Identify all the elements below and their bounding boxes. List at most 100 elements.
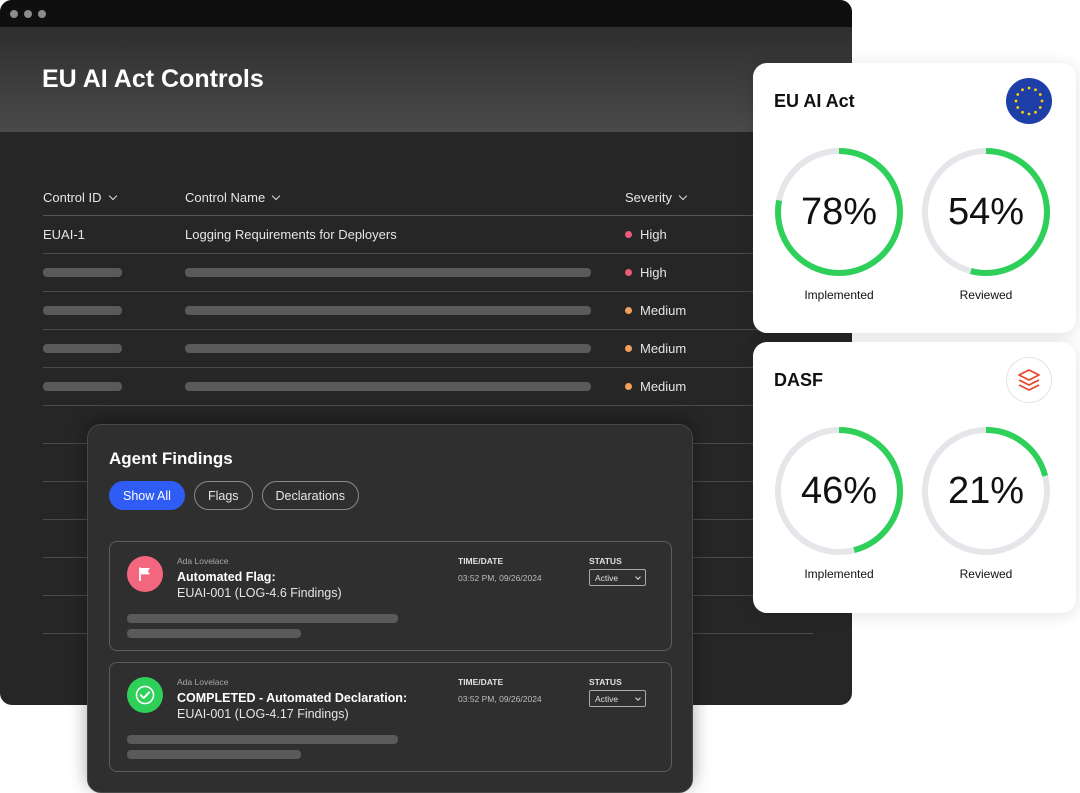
implemented-ring: 46% Implemented [772,424,906,581]
control-name-cell [185,382,625,391]
eu-flag-icon [1006,78,1052,124]
severity-cell: Medium [625,379,686,394]
finding-subtitle: EUAI-001 (LOG-4.17 Findings) [177,707,349,721]
severity-dot-icon [625,345,632,352]
eu-star-icon [1021,88,1024,92]
agent-findings-panel: Agent Findings Show All Flags Declaratio… [87,424,693,793]
eu-star-icon [1038,106,1042,109]
time-date-value: 03:52 PM, 09/26/2024 [458,573,542,583]
reviewed-ring: 21% Reviewed [919,424,1053,581]
table-row[interactable]: EUAI-1 Logging Requirements for Deployers… [43,216,813,254]
reviewed-percent: 21% [947,469,1025,512]
skeleton-line [43,306,122,315]
window-minimize-dot[interactable] [24,9,32,18]
table-body: EUAI-1 Logging Requirements for Deployers… [43,216,813,406]
eu-star-icon [1014,99,1018,103]
progress-ring [775,427,903,555]
skeleton-line [127,750,301,759]
table-header: Control ID Control Name Severity [43,180,813,216]
eu-star-icon [1016,106,1020,109]
eu-star-icon [1027,86,1031,90]
flag-icon [127,556,163,592]
control-name-cell [185,344,625,353]
table-row[interactable]: Medium [43,368,813,406]
chevron-down-icon [108,191,117,200]
check-circle-icon [127,677,163,713]
eu-star-icon [1034,110,1037,114]
severity-cell: Medium [625,341,686,356]
time-date-label: TIME/DATE [458,556,504,566]
skeleton-line [185,306,591,315]
severity-label: Medium [640,341,687,356]
table-row[interactable]: High [43,254,813,292]
control-name-cell [185,268,625,277]
window-maximize-dot[interactable] [38,9,46,18]
status-select[interactable]: Active [589,690,646,707]
window-close-dot[interactable] [10,9,18,18]
filter-declarations-button[interactable]: Declarations [261,481,360,510]
control-name-cell [185,306,625,315]
column-header-label: Severity [625,190,672,205]
finding-author: Ada Lovelace [177,677,229,687]
control-id-cell [43,344,185,353]
finding-title: COMPLETED - Automated Declaration: [177,691,408,705]
finding-card[interactable]: Ada Lovelace Automated Flag: EUAI-001 (L… [109,541,672,651]
chevron-down-icon [635,694,641,701]
chevron-down-icon [271,191,281,200]
eu-star-icon [1021,110,1024,114]
status-label: STATUS [589,556,622,566]
skeleton-line [185,268,591,277]
implemented-label: Implemented [804,567,874,581]
status-label: STATUS [589,677,622,687]
skeleton-line [127,629,301,638]
score-card-title: EU AI Act [774,91,855,111]
eu-star-icon [1038,93,1042,96]
table-row[interactable]: Medium [43,330,813,368]
title-bar [0,0,852,27]
column-header-label: Control ID [43,190,102,205]
severity-label: Medium [640,303,687,318]
implemented-percent: 78% [800,190,878,233]
eu-star-icon [1016,93,1020,96]
severity-label: High [640,265,667,280]
filter-show-all-button[interactable]: Show All [109,481,185,510]
databricks-logo-icon [1006,357,1052,403]
column-header-severity[interactable]: Severity [625,190,688,205]
ring-progress-arc [775,427,903,555]
page-header: EU AI Act Controls [0,27,852,132]
progress-ring [775,148,903,276]
findings-filters: Show All Flags Declarations [109,481,360,510]
severity-cell: High [625,227,667,242]
eu-star-icon [1040,99,1044,103]
ring-progress-arc [922,148,1050,276]
severity-label: Medium [640,379,687,394]
severity-dot-icon [625,383,632,390]
progress-ring [922,427,1050,555]
control-id-cell [43,268,185,277]
control-id-cell [43,306,185,315]
filter-flags-button[interactable]: Flags [193,481,253,510]
chevron-down-icon [635,573,641,580]
severity-dot-icon [625,307,632,314]
severity-cell: Medium [625,303,686,318]
skeleton-line [127,614,398,623]
eu-star-icon [1034,88,1037,92]
status-select[interactable]: Active [589,569,646,586]
skeleton-line [43,344,122,353]
score-card-title: DASF [774,370,823,390]
control-name-cell: Logging Requirements for Deployers [185,227,397,242]
column-header-control-id[interactable]: Control ID [43,190,185,205]
finding-title: Automated Flag: [177,570,276,584]
implemented-ring: 78% Implemented [772,145,906,302]
eu-star-icon [1027,112,1031,116]
finding-card[interactable]: Ada Lovelace COMPLETED - Automated Decla… [109,662,672,772]
progress-ring [922,148,1050,276]
control-id-cell [43,382,185,391]
implemented-label: Implemented [804,288,874,302]
table-row[interactable]: Medium [43,292,813,330]
severity-dot-icon [625,269,632,276]
skeleton-line [185,382,591,391]
severity-label: High [640,227,667,242]
column-header-control-name[interactable]: Control Name [185,190,625,205]
finding-subtitle: EUAI-001 (LOG-4.6 Findings) [177,586,342,600]
